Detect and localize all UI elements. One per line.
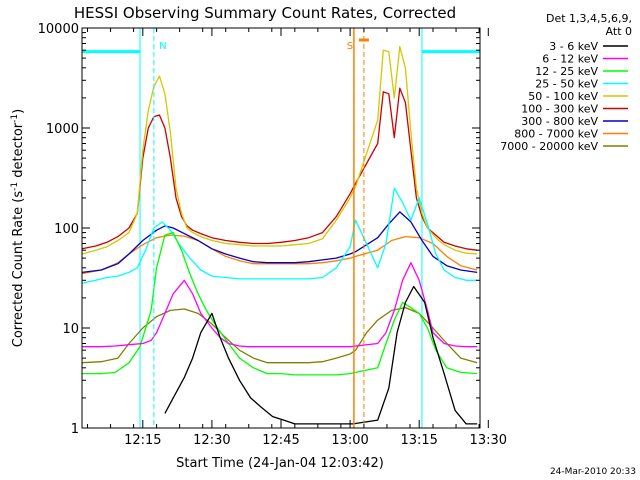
x-tick-label-0: 12:15: [124, 433, 161, 448]
series-line-1: [82, 262, 478, 348]
legend-label-4: 50 - 100 keV: [528, 90, 598, 103]
y-axis-label: Corrected Count Rate (s-1 detector-1): [10, 109, 26, 347]
x-tick-label-4: 13:15: [400, 433, 437, 448]
y-tick-label-1: 10: [62, 322, 79, 337]
x-axis: 12:15 12:30 12:45 13:00 13:15 13:30: [87, 28, 507, 448]
y-axis-label-mid: detector: [11, 122, 26, 182]
series-line-4: [81, 46, 478, 255]
series-line-5: [81, 87, 478, 251]
legend-label-6: 300 - 800 keV: [521, 115, 598, 128]
legend-label-2: 12 - 25 keV: [535, 65, 598, 78]
legend-title-line-2: Att 0: [606, 25, 632, 38]
legend-label-5: 100 - 300 keV: [521, 103, 598, 116]
y-axis-label-main: Corrected Count Rate (s: [11, 191, 26, 348]
y-axis-label-exp2: -1: [10, 114, 20, 123]
series-line-2: [82, 231, 478, 376]
y-tick-label-4: 10000: [38, 22, 79, 37]
y-tick-label-0: 1: [71, 422, 79, 437]
x-tick-label-2: 12:45: [262, 433, 299, 448]
legend-label-7: 800 - 7000 keV: [514, 128, 598, 141]
chart-title: HESSI Observing Summary Count Rates, Cor…: [74, 4, 456, 22]
y-axis: 1 10 100 1000 10000: [38, 22, 480, 437]
y-tick-label-2: 100: [54, 222, 79, 237]
x-tick-label-1: 12:30: [193, 433, 230, 448]
series-line-3: [81, 187, 478, 284]
x-axis-label: Start Time (24-Jan-04 12:03:42): [176, 456, 384, 471]
legend-label-8: 7000 - 20000 keV: [500, 140, 598, 153]
y-axis-label-end: ): [11, 109, 26, 114]
legend-title-line-1: Det 1,3,4,5,6,9,: [546, 12, 632, 25]
series-line-7: [81, 234, 478, 275]
generation-timestamp: 24-Mar-2010 20:33: [550, 467, 636, 477]
legend-label-1: 6 - 12 keV: [542, 53, 598, 66]
series-line-6: [81, 211, 478, 274]
marker-label-0: N: [159, 41, 166, 52]
x-tick-label-5: 13:30: [470, 433, 507, 448]
legend-label-3: 25 - 50 keV: [535, 78, 598, 91]
y-tick-label-3: 1000: [46, 122, 79, 137]
y-axis-label-exp1: -1: [10, 182, 20, 191]
x-tick-label-3: 13:00: [331, 433, 368, 448]
series-line-0: [164, 285, 478, 425]
marker-label-1: S: [347, 41, 353, 52]
legend-label-0: 3 - 6 keV: [549, 40, 598, 53]
